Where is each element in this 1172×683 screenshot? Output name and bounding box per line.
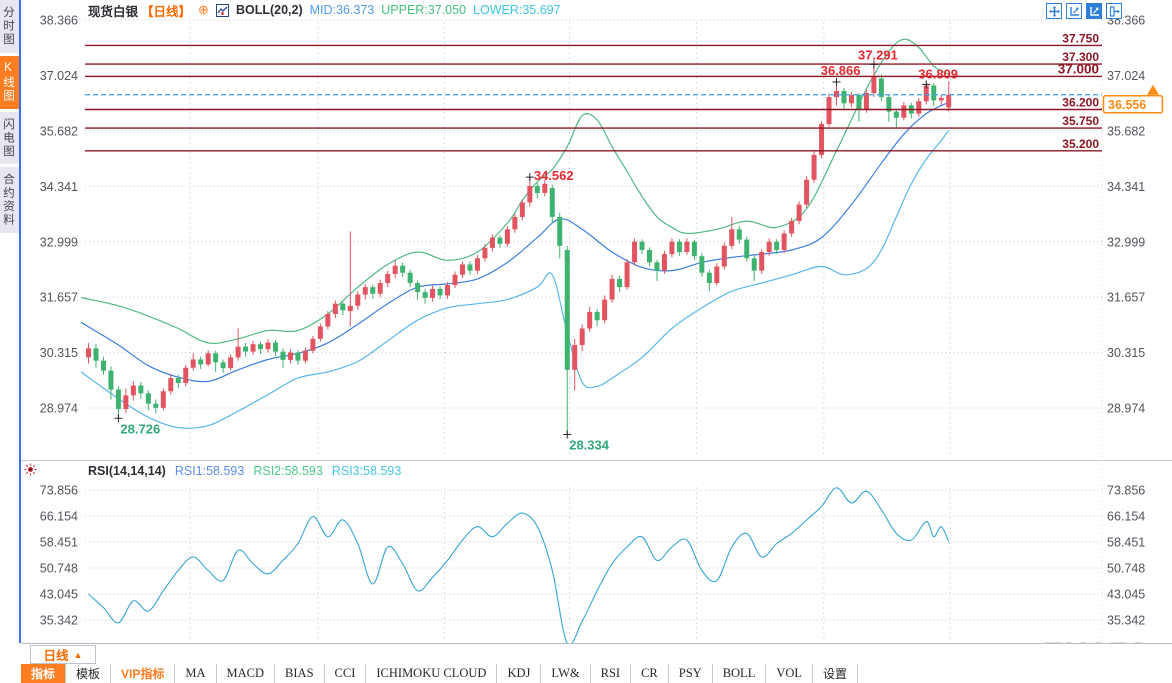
- sidebar-tab-0[interactable]: 分时图: [0, 0, 19, 53]
- indicator-tab-9[interactable]: LW&: [541, 664, 591, 683]
- indicator-tab-4[interactable]: MACD: [217, 664, 276, 683]
- chart-header: 现货白银 【日线】 ⊕ BOLL(20,2) MID:36.373 UPPER:3…: [88, 2, 561, 19]
- svg-text:36.556: 36.556: [1108, 98, 1146, 112]
- sidebar-tab-1[interactable]: K线图: [0, 55, 19, 109]
- svg-text:50.748: 50.748: [1107, 561, 1145, 575]
- indicator-tab-5[interactable]: BIAS: [275, 664, 325, 683]
- svg-text:35.682: 35.682: [1107, 124, 1145, 138]
- indicator-name: BOLL(20,2): [235, 3, 303, 17]
- period-selector-arrow-icon: ▲: [73, 649, 83, 660]
- svg-text:37.024: 37.024: [40, 69, 78, 83]
- svg-text:36.866: 36.866: [821, 63, 861, 78]
- svg-text:35.682: 35.682: [40, 124, 78, 138]
- svg-text:73.856: 73.856: [1107, 484, 1145, 498]
- axis-scale-icon[interactable]: [1086, 3, 1102, 19]
- svg-text:28.974: 28.974: [40, 402, 78, 416]
- indicator-tab-6[interactable]: CCI: [325, 664, 367, 683]
- indicator-tab-14[interactable]: VOL: [766, 664, 814, 683]
- svg-text:36.200: 36.200: [1062, 95, 1099, 109]
- svg-text:37.024: 37.024: [1107, 69, 1145, 83]
- indicator-tab-13[interactable]: BOLL: [713, 664, 767, 683]
- svg-text:38.366: 38.366: [40, 14, 78, 28]
- svg-text:28.334: 28.334: [569, 438, 610, 453]
- svg-text:30.315: 30.315: [1107, 346, 1145, 360]
- svg-text:58.451: 58.451: [1107, 535, 1145, 549]
- svg-text:32.999: 32.999: [40, 235, 78, 249]
- svg-text:37.291: 37.291: [858, 47, 898, 62]
- rsi1-value: RSI1:58.593: [174, 463, 245, 478]
- svg-text:35.342: 35.342: [40, 613, 78, 627]
- exit-icon[interactable]: [1106, 3, 1122, 19]
- svg-text:37.300: 37.300: [1062, 50, 1099, 64]
- svg-text:28.726: 28.726: [120, 421, 160, 436]
- svg-text:28.974: 28.974: [1107, 402, 1145, 416]
- indicator-tab-15[interactable]: 设置: [813, 664, 859, 683]
- indicator-tab-2[interactable]: VIP指标: [111, 664, 176, 683]
- indicator-tab-11[interactable]: CR: [631, 664, 669, 683]
- svg-text:37.000: 37.000: [1058, 61, 1099, 76]
- svg-text:35.200: 35.200: [1062, 137, 1099, 151]
- svg-text:50.748: 50.748: [40, 561, 78, 575]
- rsi3-value: RSI3:58.593: [331, 463, 402, 478]
- boll-mid-value: MID:36.373: [309, 3, 375, 17]
- svg-text:66.154: 66.154: [40, 509, 78, 523]
- svg-text:73.856: 73.856: [40, 484, 78, 498]
- boll-upper-value: UPPER:37.050: [381, 3, 467, 17]
- svg-text:34.562: 34.562: [534, 168, 574, 183]
- indicator-tab-12[interactable]: PSY: [669, 664, 713, 683]
- svg-text:37.750: 37.750: [1062, 31, 1099, 45]
- svg-text:31.657: 31.657: [40, 291, 78, 305]
- svg-text:34.341: 34.341: [40, 180, 78, 194]
- indicator-tab-10[interactable]: RSI: [591, 664, 632, 683]
- rsi-title: RSI(14,14,14): [88, 463, 166, 478]
- boll-lower-value: LOWER:35.697: [473, 3, 561, 17]
- svg-text:36.809: 36.809: [918, 66, 958, 81]
- indicator-tab-7[interactable]: ICHIMOKU CLOUD: [366, 664, 498, 683]
- period-selector-label: 日线: [43, 649, 69, 663]
- svg-text:32.999: 32.999: [1107, 235, 1145, 249]
- symbol-name: 现货白银: [88, 4, 139, 19]
- top-toolbar: [1046, 3, 1122, 19]
- indicator-settings-icon[interactable]: [24, 463, 37, 481]
- pan-icon[interactable]: [1046, 3, 1062, 19]
- fit-y-axis-icon[interactable]: [1066, 3, 1082, 19]
- xaxis-row: 日线 ▲: [21, 643, 1172, 665]
- svg-text:31.657: 31.657: [1107, 291, 1145, 305]
- rsi2-value: RSI2:58.593: [253, 463, 323, 478]
- sidebar-tab-2[interactable]: 闪电图: [0, 111, 19, 164]
- indicator-tab-0[interactable]: 指标: [21, 664, 67, 683]
- add-indicator-icon[interactable]: ⊕: [198, 2, 209, 17]
- svg-text:34.341: 34.341: [1107, 180, 1145, 194]
- indicator-tab-1[interactable]: 模板: [66, 664, 112, 683]
- svg-text:66.154: 66.154: [1107, 509, 1145, 523]
- rsi-header: RSI(14,14,14) RSI1:58.593 RSI2:58.593 RS…: [88, 463, 401, 478]
- indicator-tab-3[interactable]: MA: [175, 664, 217, 683]
- sidebar-tab-3[interactable]: 合约资料: [0, 167, 19, 233]
- svg-text:43.045: 43.045: [1107, 587, 1145, 601]
- svg-text:43.045: 43.045: [40, 587, 78, 601]
- period-label: 【日线】: [141, 4, 192, 19]
- indicator-chart-icon: [215, 3, 229, 17]
- svg-text:35.342: 35.342: [1107, 613, 1145, 627]
- sidebar: 分时图 K线图闪电图合约资料: [0, 0, 21, 643]
- svg-text:30.315: 30.315: [40, 346, 78, 360]
- period-selector[interactable]: 日线 ▲: [30, 645, 96, 664]
- panel-divider: [21, 460, 1172, 461]
- svg-text:58.451: 58.451: [40, 535, 78, 549]
- svg-text:35.750: 35.750: [1062, 114, 1099, 128]
- indicator-tabbar: 指标 模板 VIP指标 MA MACD BIAS CCI ICHIMOKU CLOUD KDJ L…: [21, 664, 1172, 683]
- indicator-tab-8[interactable]: KDJ: [497, 664, 542, 683]
